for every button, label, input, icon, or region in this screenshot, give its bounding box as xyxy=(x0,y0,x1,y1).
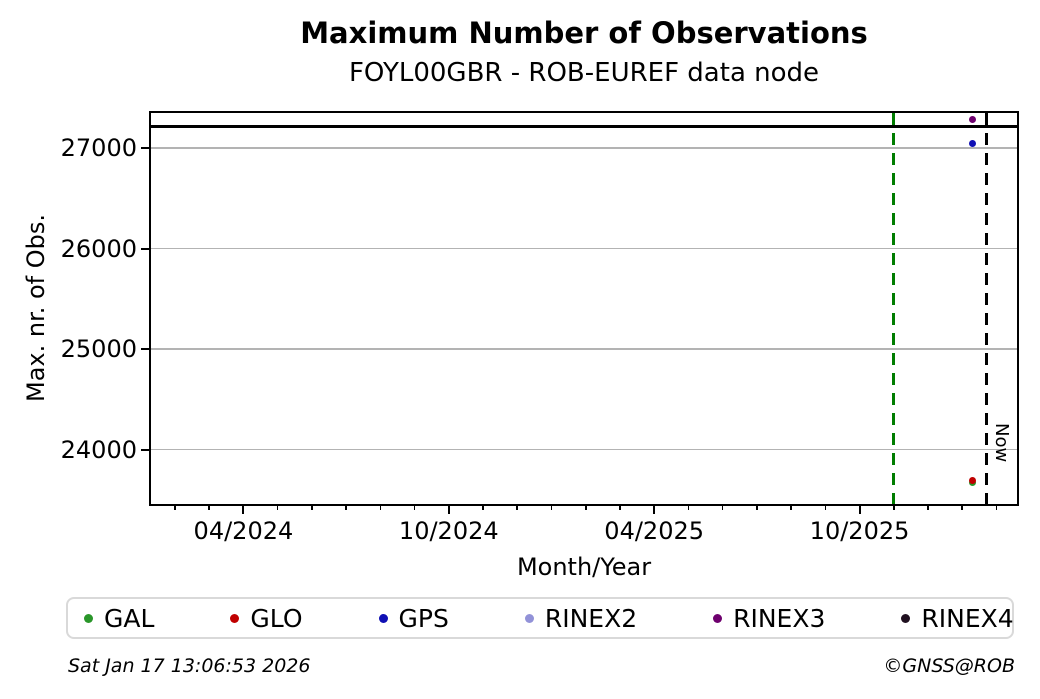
x-minor-tick-mark xyxy=(516,504,519,510)
legend-item-glo: GLO xyxy=(230,603,303,633)
now-vline xyxy=(984,113,988,504)
legend: GAL GLO GPS RINEX2 RINEX3 RINEX4 xyxy=(66,597,1014,639)
data-point-rinex3 xyxy=(969,115,976,123)
timestamp: Sat Jan 17 13:06:53 2026 xyxy=(68,655,311,677)
legend-label: GLO xyxy=(250,603,303,633)
x-tick-label: 04/2025 xyxy=(604,517,704,545)
y-gridline xyxy=(151,147,1017,149)
x-tick-label: 10/2024 xyxy=(398,517,499,545)
x-minor-tick-mark xyxy=(619,504,621,510)
legend-marker-glo-icon xyxy=(230,613,240,623)
legend-item-rinex4: RINEX4 xyxy=(901,603,1014,633)
plot-inner: 24000 25000 26000 27000 04/2024 10/2024 04/202… xyxy=(61,113,1017,545)
y-tick-mark xyxy=(141,348,149,351)
x-tick-mark xyxy=(447,504,450,514)
y-gridline xyxy=(151,348,1017,350)
legend-marker-gal-icon xyxy=(84,613,93,623)
x-minor-tick-mark xyxy=(482,504,484,510)
y-gridline xyxy=(151,448,1017,451)
y-tick-label: 25000 xyxy=(60,335,137,364)
legend-label: RINEX4 xyxy=(921,603,1014,633)
legend-marker-rinex3-icon xyxy=(713,613,723,623)
x-tick-mark xyxy=(242,504,245,514)
max-obs-hline xyxy=(151,124,1017,128)
legend-item-rinex2: RINEX2 xyxy=(524,603,638,633)
now-label: Now xyxy=(991,423,1013,463)
x-tick-label: 04/2024 xyxy=(193,517,294,545)
x-minor-tick-mark xyxy=(756,504,758,510)
x-axis-label: Month/Year xyxy=(516,553,652,581)
y-tick-label: 24000 xyxy=(60,435,137,464)
x-minor-tick-mark xyxy=(584,504,587,510)
x-minor-tick-mark xyxy=(721,504,724,510)
copyright: ©GNSS@ROB xyxy=(883,655,1015,677)
plot-area: 24000 25000 26000 27000 04/2024 10/2024 04/202… xyxy=(61,111,1019,545)
chart-title: Maximum Number of Observations xyxy=(300,16,868,50)
x-minor-tick-mark xyxy=(208,504,210,510)
x-minor-tick-mark xyxy=(790,504,792,510)
legend-label: RINEX3 xyxy=(733,603,826,633)
data-point-glo xyxy=(969,477,976,485)
latest-data-vline xyxy=(892,113,896,504)
legend-item-gal: GAL xyxy=(84,604,154,633)
legend-marker-rinex4-icon xyxy=(901,613,911,623)
chart-subtitle: FOYL00GBR - ROB-EUREF data node xyxy=(348,58,820,88)
x-minor-tick-mark xyxy=(345,504,347,510)
legend-item-gps: GPS xyxy=(378,603,449,633)
y-tick-mark xyxy=(141,247,149,250)
x-minor-tick-mark xyxy=(413,504,416,510)
x-minor-tick-mark xyxy=(550,504,553,510)
x-tick-mark xyxy=(653,504,656,514)
x-minor-tick-mark xyxy=(687,504,690,510)
y-tick-label: 26000 xyxy=(60,234,137,263)
x-minor-tick-mark xyxy=(892,504,895,510)
legend-marker-gps-icon xyxy=(378,613,388,623)
x-minor-tick-mark xyxy=(995,504,998,510)
x-minor-tick-mark xyxy=(311,504,313,510)
x-tick-mark xyxy=(858,504,861,514)
x-minor-tick-mark xyxy=(174,504,176,510)
y-gridline xyxy=(151,247,1017,250)
legend-label: RINEX2 xyxy=(544,603,638,633)
x-minor-tick-mark xyxy=(961,504,964,510)
x-tick-label: 10/2025 xyxy=(809,517,910,545)
data-point-gps xyxy=(969,139,976,147)
x-minor-tick-mark xyxy=(379,504,382,510)
legend-marker-rinex2-icon xyxy=(524,613,534,623)
legend-label: GAL xyxy=(104,603,155,633)
x-minor-tick-mark xyxy=(276,504,279,510)
y-tick-mark xyxy=(141,147,149,150)
legend-item-rinex3: RINEX3 xyxy=(713,604,825,633)
x-minor-tick-mark xyxy=(824,504,827,510)
y-tick-label: 27000 xyxy=(60,134,137,163)
x-minor-tick-mark xyxy=(927,504,929,510)
legend-label: GPS xyxy=(398,603,449,633)
y-tick-mark xyxy=(141,448,149,451)
